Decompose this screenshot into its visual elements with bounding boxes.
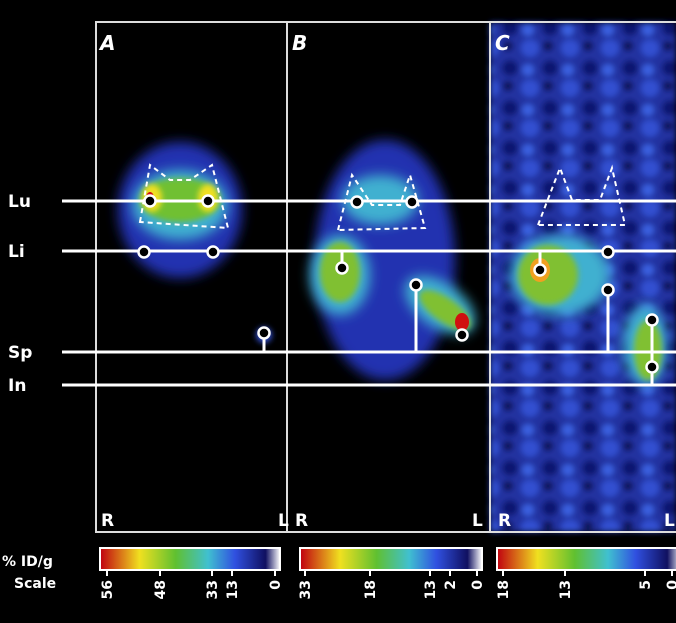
scale-tick-label: 33 bbox=[298, 580, 314, 599]
scale-tick-label: 0 bbox=[268, 580, 284, 590]
scale-tick-label: 0 bbox=[470, 580, 486, 590]
side-label: L bbox=[472, 511, 483, 531]
side-label: R bbox=[295, 511, 308, 531]
row-label: Lu bbox=[8, 192, 31, 212]
scale-tick-label: 0 bbox=[665, 580, 676, 590]
row-label: Sp bbox=[8, 343, 32, 363]
scale-tick-label: 33 bbox=[205, 580, 221, 599]
scale-tick-label: 2 bbox=[443, 580, 459, 590]
figure: % ID/g Scale LuLiSpInARL564833130BRL3318… bbox=[0, 0, 676, 623]
page: % ID/g Scale LuLiSpInARL564833130BRL3318… bbox=[0, 0, 676, 623]
side-label: R bbox=[498, 511, 511, 531]
side-label: R bbox=[101, 511, 114, 531]
uptake-a bbox=[118, 142, 272, 343]
scale-tick-label: 56 bbox=[100, 580, 116, 599]
panel-label: C bbox=[495, 31, 510, 55]
side-label: L bbox=[664, 511, 675, 531]
scale-tick-label: 13 bbox=[423, 580, 439, 599]
uptake-b bbox=[310, 140, 485, 380]
scale-tick-label: 18 bbox=[496, 580, 512, 599]
side-label: L bbox=[278, 511, 289, 531]
scale-bars bbox=[100, 548, 676, 570]
scale-tick-label: 48 bbox=[153, 580, 169, 599]
scale-tick-label: 13 bbox=[225, 580, 241, 599]
panel-label: B bbox=[292, 31, 307, 55]
panel-label: A bbox=[98, 31, 115, 55]
row-label: In bbox=[8, 376, 26, 396]
scale-tick-label: 18 bbox=[363, 580, 379, 599]
scale-tick-label: 5 bbox=[638, 580, 654, 590]
scale-title: Scale bbox=[14, 576, 56, 592]
scale-tick-label: 13 bbox=[558, 580, 574, 599]
row-label: Li bbox=[8, 242, 25, 262]
scale-title: % ID/g bbox=[2, 554, 53, 570]
